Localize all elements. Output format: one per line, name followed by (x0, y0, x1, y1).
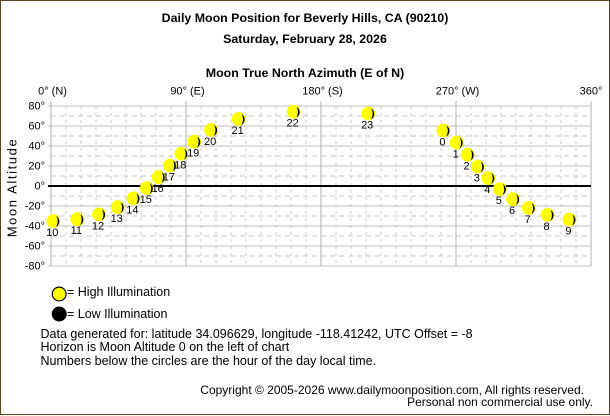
svg-text:3: 3 (474, 173, 480, 185)
svg-text:23: 23 (361, 120, 373, 132)
svg-text:10: 10 (46, 227, 58, 239)
svg-text:20: 20 (204, 136, 216, 148)
svg-text:7: 7 (525, 214, 531, 226)
svg-text:15: 15 (140, 194, 152, 206)
svg-text:180° (S): 180° (S) (302, 85, 342, 97)
svg-text:18: 18 (174, 160, 186, 172)
svg-text:0°: 0° (34, 181, 45, 193)
svg-text:8: 8 (543, 221, 549, 233)
svg-text:9: 9 (565, 226, 571, 238)
svg-text:-20°: -20° (25, 201, 45, 213)
svg-text:= High Illumination: = High Illumination (67, 285, 170, 299)
svg-text:20°: 20° (28, 161, 45, 173)
svg-text:16: 16 (152, 183, 164, 195)
svg-text:-80°: -80° (25, 261, 45, 273)
svg-text:5: 5 (496, 195, 502, 207)
svg-text:17: 17 (163, 172, 175, 184)
svg-text:= Low Illumination: = Low Illumination (67, 307, 167, 321)
svg-text:22: 22 (286, 118, 298, 130)
svg-text:270° (W): 270° (W) (436, 85, 480, 97)
svg-text:80°: 80° (28, 101, 45, 113)
svg-text:21: 21 (231, 125, 243, 137)
svg-text:1: 1 (453, 149, 459, 161)
svg-text:19: 19 (187, 148, 199, 160)
svg-text:60°: 60° (28, 121, 45, 133)
svg-text:12: 12 (92, 220, 104, 232)
svg-text:40°: 40° (28, 141, 45, 153)
svg-text:-60°: -60° (25, 241, 45, 253)
svg-text:4: 4 (484, 184, 490, 196)
svg-text:13: 13 (111, 213, 123, 225)
svg-text:0° (N): 0° (N) (38, 85, 67, 97)
svg-text:360°: 360° (580, 85, 603, 97)
svg-text:2: 2 (464, 161, 470, 173)
svg-text:90° (E): 90° (E) (170, 85, 204, 97)
svg-text:14: 14 (126, 204, 138, 216)
svg-text:11: 11 (71, 225, 82, 237)
svg-text:-40°: -40° (25, 221, 45, 233)
svg-text:6: 6 (509, 205, 515, 217)
svg-text:0: 0 (439, 137, 445, 149)
